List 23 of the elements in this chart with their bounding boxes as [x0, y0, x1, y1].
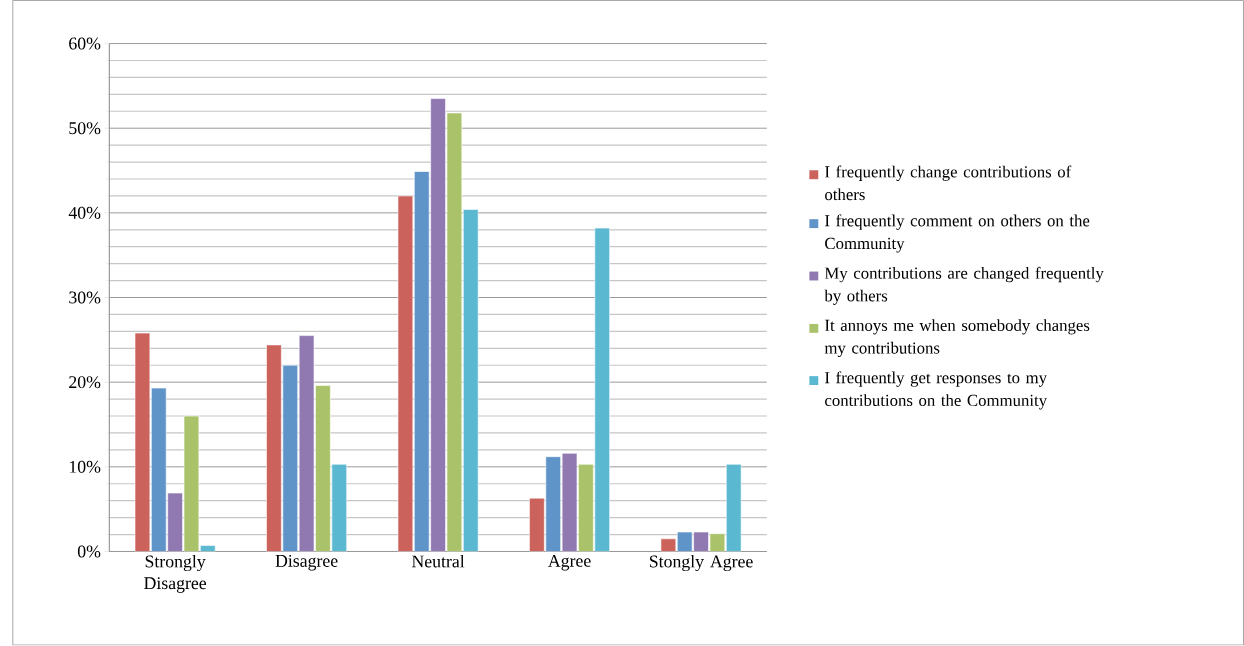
legend-label: It annoys me when somebody changes my contributions — [824, 319, 1090, 358]
bar — [282, 365, 298, 552]
legend-label: I frequently change contributions of others — [825, 165, 1072, 201]
bar — [315, 385, 331, 552]
y-tick-label: 20% — [69, 376, 101, 389]
y-tick-label: 50% — [69, 122, 101, 135]
y-tick-label: 10% — [69, 461, 101, 474]
x-tick-label: Neutral — [411, 555, 465, 568]
bar — [414, 171, 430, 552]
y-tick-label: 30% — [69, 291, 101, 304]
bar — [545, 456, 561, 552]
x-tick-label: Agree — [548, 555, 591, 571]
legend-label: My contributions are changed frequently by others — [824, 267, 1104, 306]
x-tick-label: Disagree — [275, 555, 338, 571]
bar — [578, 464, 594, 552]
x-tick-label: Stongly Agree — [649, 555, 753, 572]
y-tick-label: 60% — [69, 37, 101, 50]
y-tick-label: 40% — [68, 207, 101, 220]
bar — [151, 388, 167, 552]
legend-label: I frequently comment on others on the Community — [825, 214, 1090, 253]
legend-label: I frequently get responses to my contributions on the Community — [825, 371, 1048, 410]
x-tick-label: Strongly Disagree — [144, 555, 207, 594]
y-tick-label: 0% — [77, 545, 101, 558]
